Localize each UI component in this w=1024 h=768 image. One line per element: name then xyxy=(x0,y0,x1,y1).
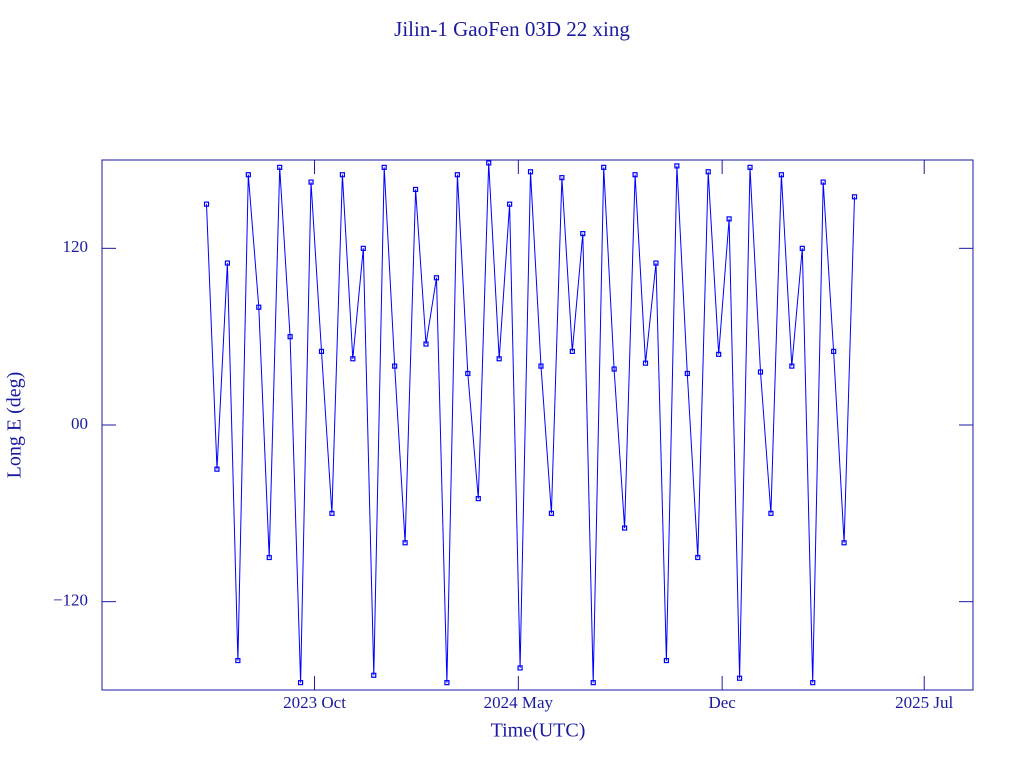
data-point xyxy=(653,260,659,266)
chart-title: Jilin-1 GaoFen 03D 22 xing xyxy=(394,17,630,41)
data-point xyxy=(663,657,670,664)
data-point xyxy=(768,510,774,516)
data-point xyxy=(507,201,513,207)
data-point xyxy=(339,172,345,178)
data-point xyxy=(496,356,502,362)
data-point xyxy=(318,348,325,354)
y-tick-label: −120 xyxy=(53,591,88,610)
data-point xyxy=(621,525,628,531)
y-tick-label: 120 xyxy=(63,237,89,256)
data-point xyxy=(297,680,304,686)
data-point xyxy=(736,675,743,681)
data-point xyxy=(224,260,231,266)
plot-frame xyxy=(101,159,974,691)
data-point xyxy=(203,201,210,207)
data-point xyxy=(433,275,440,281)
data-point xyxy=(465,370,471,377)
data-point xyxy=(412,186,419,193)
x-tick-label: 2023 Oct xyxy=(283,693,346,712)
data-point xyxy=(778,172,784,178)
data-point xyxy=(580,231,586,237)
data-line xyxy=(206,162,855,683)
data-point xyxy=(810,680,816,686)
data-point xyxy=(747,164,753,170)
y-tick-label: 00 xyxy=(71,414,88,433)
data-point xyxy=(454,172,460,178)
data-point xyxy=(486,160,492,166)
data-point xyxy=(601,164,607,170)
x-tick-label: 2025 Jul xyxy=(895,693,953,712)
data-point xyxy=(611,366,617,372)
data-point xyxy=(642,360,649,366)
y-axis-label: Long E (deg) xyxy=(4,372,26,479)
data-point xyxy=(820,179,826,185)
data-point xyxy=(308,179,314,185)
data-point xyxy=(256,304,262,310)
data-point xyxy=(277,164,283,170)
data-point xyxy=(831,348,837,354)
data-point xyxy=(569,348,575,354)
x-tick-label: Dec xyxy=(708,693,736,712)
data-point xyxy=(799,245,805,251)
data-point xyxy=(475,496,481,502)
data-point xyxy=(538,363,544,369)
data-point xyxy=(371,672,377,678)
data-point xyxy=(245,172,251,178)
data-point xyxy=(789,363,795,369)
data-point xyxy=(402,540,408,546)
data-point xyxy=(392,363,398,369)
data-point xyxy=(287,334,293,340)
data-point xyxy=(695,554,701,561)
data-point xyxy=(235,657,241,664)
data-point xyxy=(757,369,764,375)
data-point xyxy=(590,680,596,686)
data-point xyxy=(381,164,387,170)
data-point xyxy=(329,510,335,516)
data-point xyxy=(841,540,847,546)
data-point xyxy=(674,163,680,169)
data-point xyxy=(632,172,638,178)
data-point xyxy=(684,370,690,377)
data-point xyxy=(360,245,366,251)
data-point xyxy=(423,341,429,347)
data-point xyxy=(214,466,220,472)
data-point xyxy=(527,169,534,175)
x-tick-label: 2024 May xyxy=(484,693,554,712)
data-point xyxy=(517,665,523,671)
data-point xyxy=(705,169,711,175)
data-point xyxy=(350,356,356,362)
data-point xyxy=(726,216,732,222)
data-point xyxy=(266,554,272,561)
x-axis-label: Time(UTC) xyxy=(491,720,586,742)
data-point xyxy=(548,510,555,516)
data-point xyxy=(851,194,858,200)
data-point xyxy=(716,351,722,357)
data-point xyxy=(444,680,450,686)
data-point xyxy=(559,175,565,181)
